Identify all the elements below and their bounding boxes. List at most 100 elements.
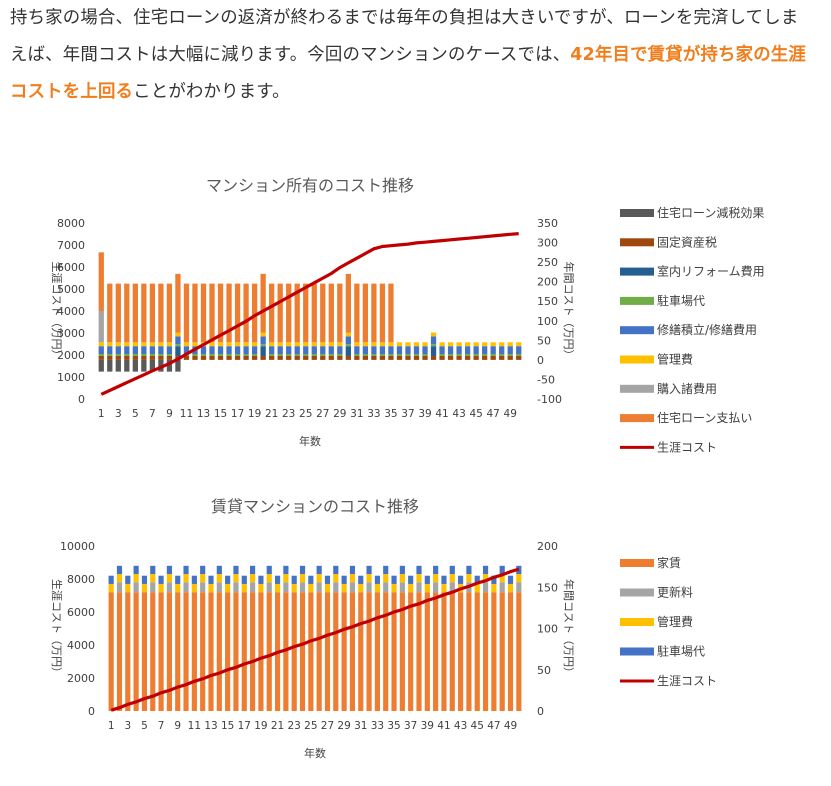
bar-segment [175,592,181,711]
y-tick-label: 8000 [57,217,85,230]
x-tick-label: 25 [299,408,312,420]
x-tick-label: 31 [354,720,367,732]
bar-segment [371,283,377,343]
bar-segment [474,583,480,593]
bar-segment [234,283,241,343]
bar-segment [266,574,272,583]
bar-segment [396,346,403,355]
bar-segment [274,575,281,584]
bar-segment [250,574,256,583]
bar-segment [124,283,130,343]
y2-tick-label: 0 [537,354,544,367]
bar-segment [441,575,447,584]
legend-swatch [620,209,654,217]
bar-segment [183,565,189,575]
bar-segment [507,575,514,584]
bar-segment [141,342,147,347]
bar-segment [216,565,222,575]
bar-segment [183,355,190,360]
bar-segment [200,346,207,355]
bar-segment [399,574,405,583]
bar-segment [516,346,522,355]
y-tick-label: 4000 [57,305,85,318]
bar-segment [491,575,497,584]
x-tick-label: 33 [367,408,380,420]
bar-segment [408,575,414,584]
bar-segment [328,342,334,347]
x-tick-label: 3 [124,720,131,732]
bar-segment [277,355,283,360]
bar-segment [115,342,121,347]
bar-segment [354,283,360,343]
y-tick-label: 10000 [60,540,95,553]
bar-segment [107,355,113,360]
bar-segment [416,565,422,575]
paragraph-text-end: ことがわかります。 [133,82,290,102]
bar-segment [422,355,428,360]
bar-segment [433,565,439,575]
bar-segment [379,354,386,356]
bar-segment [191,575,197,584]
bar-segment [490,354,496,356]
bar-segment [277,354,283,356]
bar-segment [250,592,256,711]
y2-axis-label: 年間コスト（万円） [562,579,576,678]
legend-swatch [620,355,654,364]
article-paragraph: 持ち家の場合、住宅ローンの返済が終わるまでは毎年の負担は大きいですが、ローンを完… [10,0,815,111]
bar-segment [166,574,172,583]
bar-segment [499,346,505,355]
bar-segment [416,574,422,583]
bar-segment [430,346,437,356]
y-tick-label: 4000 [67,639,95,652]
bar-segment [358,583,364,593]
bar-segment [251,342,258,347]
bar-segment [456,354,462,356]
bar-segment [320,346,326,355]
bar-segment [234,346,241,355]
bar-segment [266,582,272,593]
y2-tick-label: 0 [537,705,544,718]
bar-segment [250,565,256,575]
legend-swatch [620,647,654,656]
bar-segment [388,283,394,343]
legend-label: 家賃 [657,555,681,570]
bar-segment [379,342,386,347]
x-tick-label: 27 [321,720,334,732]
bar-segment [441,583,447,593]
bar-segment [286,283,292,343]
bar-segment [141,355,147,360]
bar-segment [269,355,275,360]
bar-segment [474,575,480,584]
x-tick-label: 29 [333,408,346,420]
bar-segment [447,355,454,360]
legend-swatch [620,238,654,247]
legend-swatch [620,296,654,305]
legend-label: 住宅ローン減税効果 [657,205,764,220]
paragraph-text: 持ち家の場合、住宅ローンの返済が終わるまでは毎年の負担は大きいですが、ローンを完… [10,8,799,65]
bar-segment [456,346,462,355]
bar-segment [269,346,275,355]
bar-segment [439,355,445,360]
bar-segment [447,346,454,355]
bar-segment [150,574,156,583]
bar-segment [311,355,317,360]
bar-segment [383,574,389,583]
bar-segment [175,336,181,345]
bar-segment [166,346,173,355]
bar-segment [349,565,356,575]
bar-segment [141,583,148,593]
bar-segment [150,582,156,593]
bar-segment [374,583,380,593]
x-tick-label: 27 [316,408,329,420]
bar-segment [108,592,114,711]
bar-segment [107,346,113,355]
bar-segment [141,359,147,372]
bar-segment [166,582,172,593]
bar-segment [149,283,156,343]
bar-segment [341,592,347,711]
bar-segment [482,565,489,575]
bar-segment [458,592,464,711]
bar-segment [243,354,249,356]
bar-segment [507,354,513,356]
bar-segment [320,354,326,356]
